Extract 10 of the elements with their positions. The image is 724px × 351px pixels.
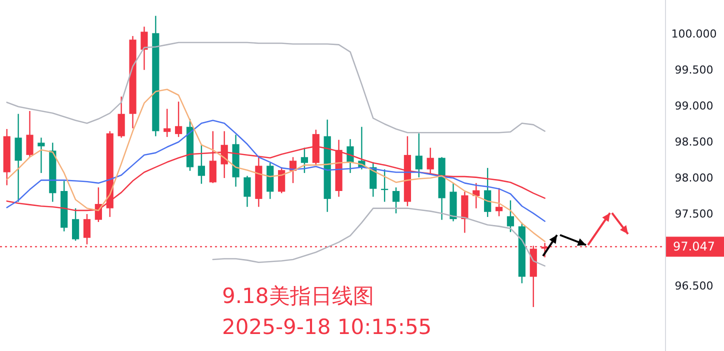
y-tick-label: 98.500 bbox=[674, 135, 714, 148]
y-tick-label: 99.500 bbox=[674, 63, 714, 76]
ref-line-label: 97.047 bbox=[673, 240, 715, 254]
y-tick-label: 99.000 bbox=[674, 99, 714, 112]
annotation: 2025-9-18 10:15:55 bbox=[222, 315, 432, 339]
y-tick-label: 98.000 bbox=[674, 172, 714, 185]
y-tick-label: 100.000 bbox=[671, 27, 717, 40]
y-tick-label: 97.500 bbox=[674, 208, 714, 221]
y-tick-label: 96.500 bbox=[674, 280, 714, 293]
annotation: 9.18美指日线图 bbox=[222, 284, 374, 308]
